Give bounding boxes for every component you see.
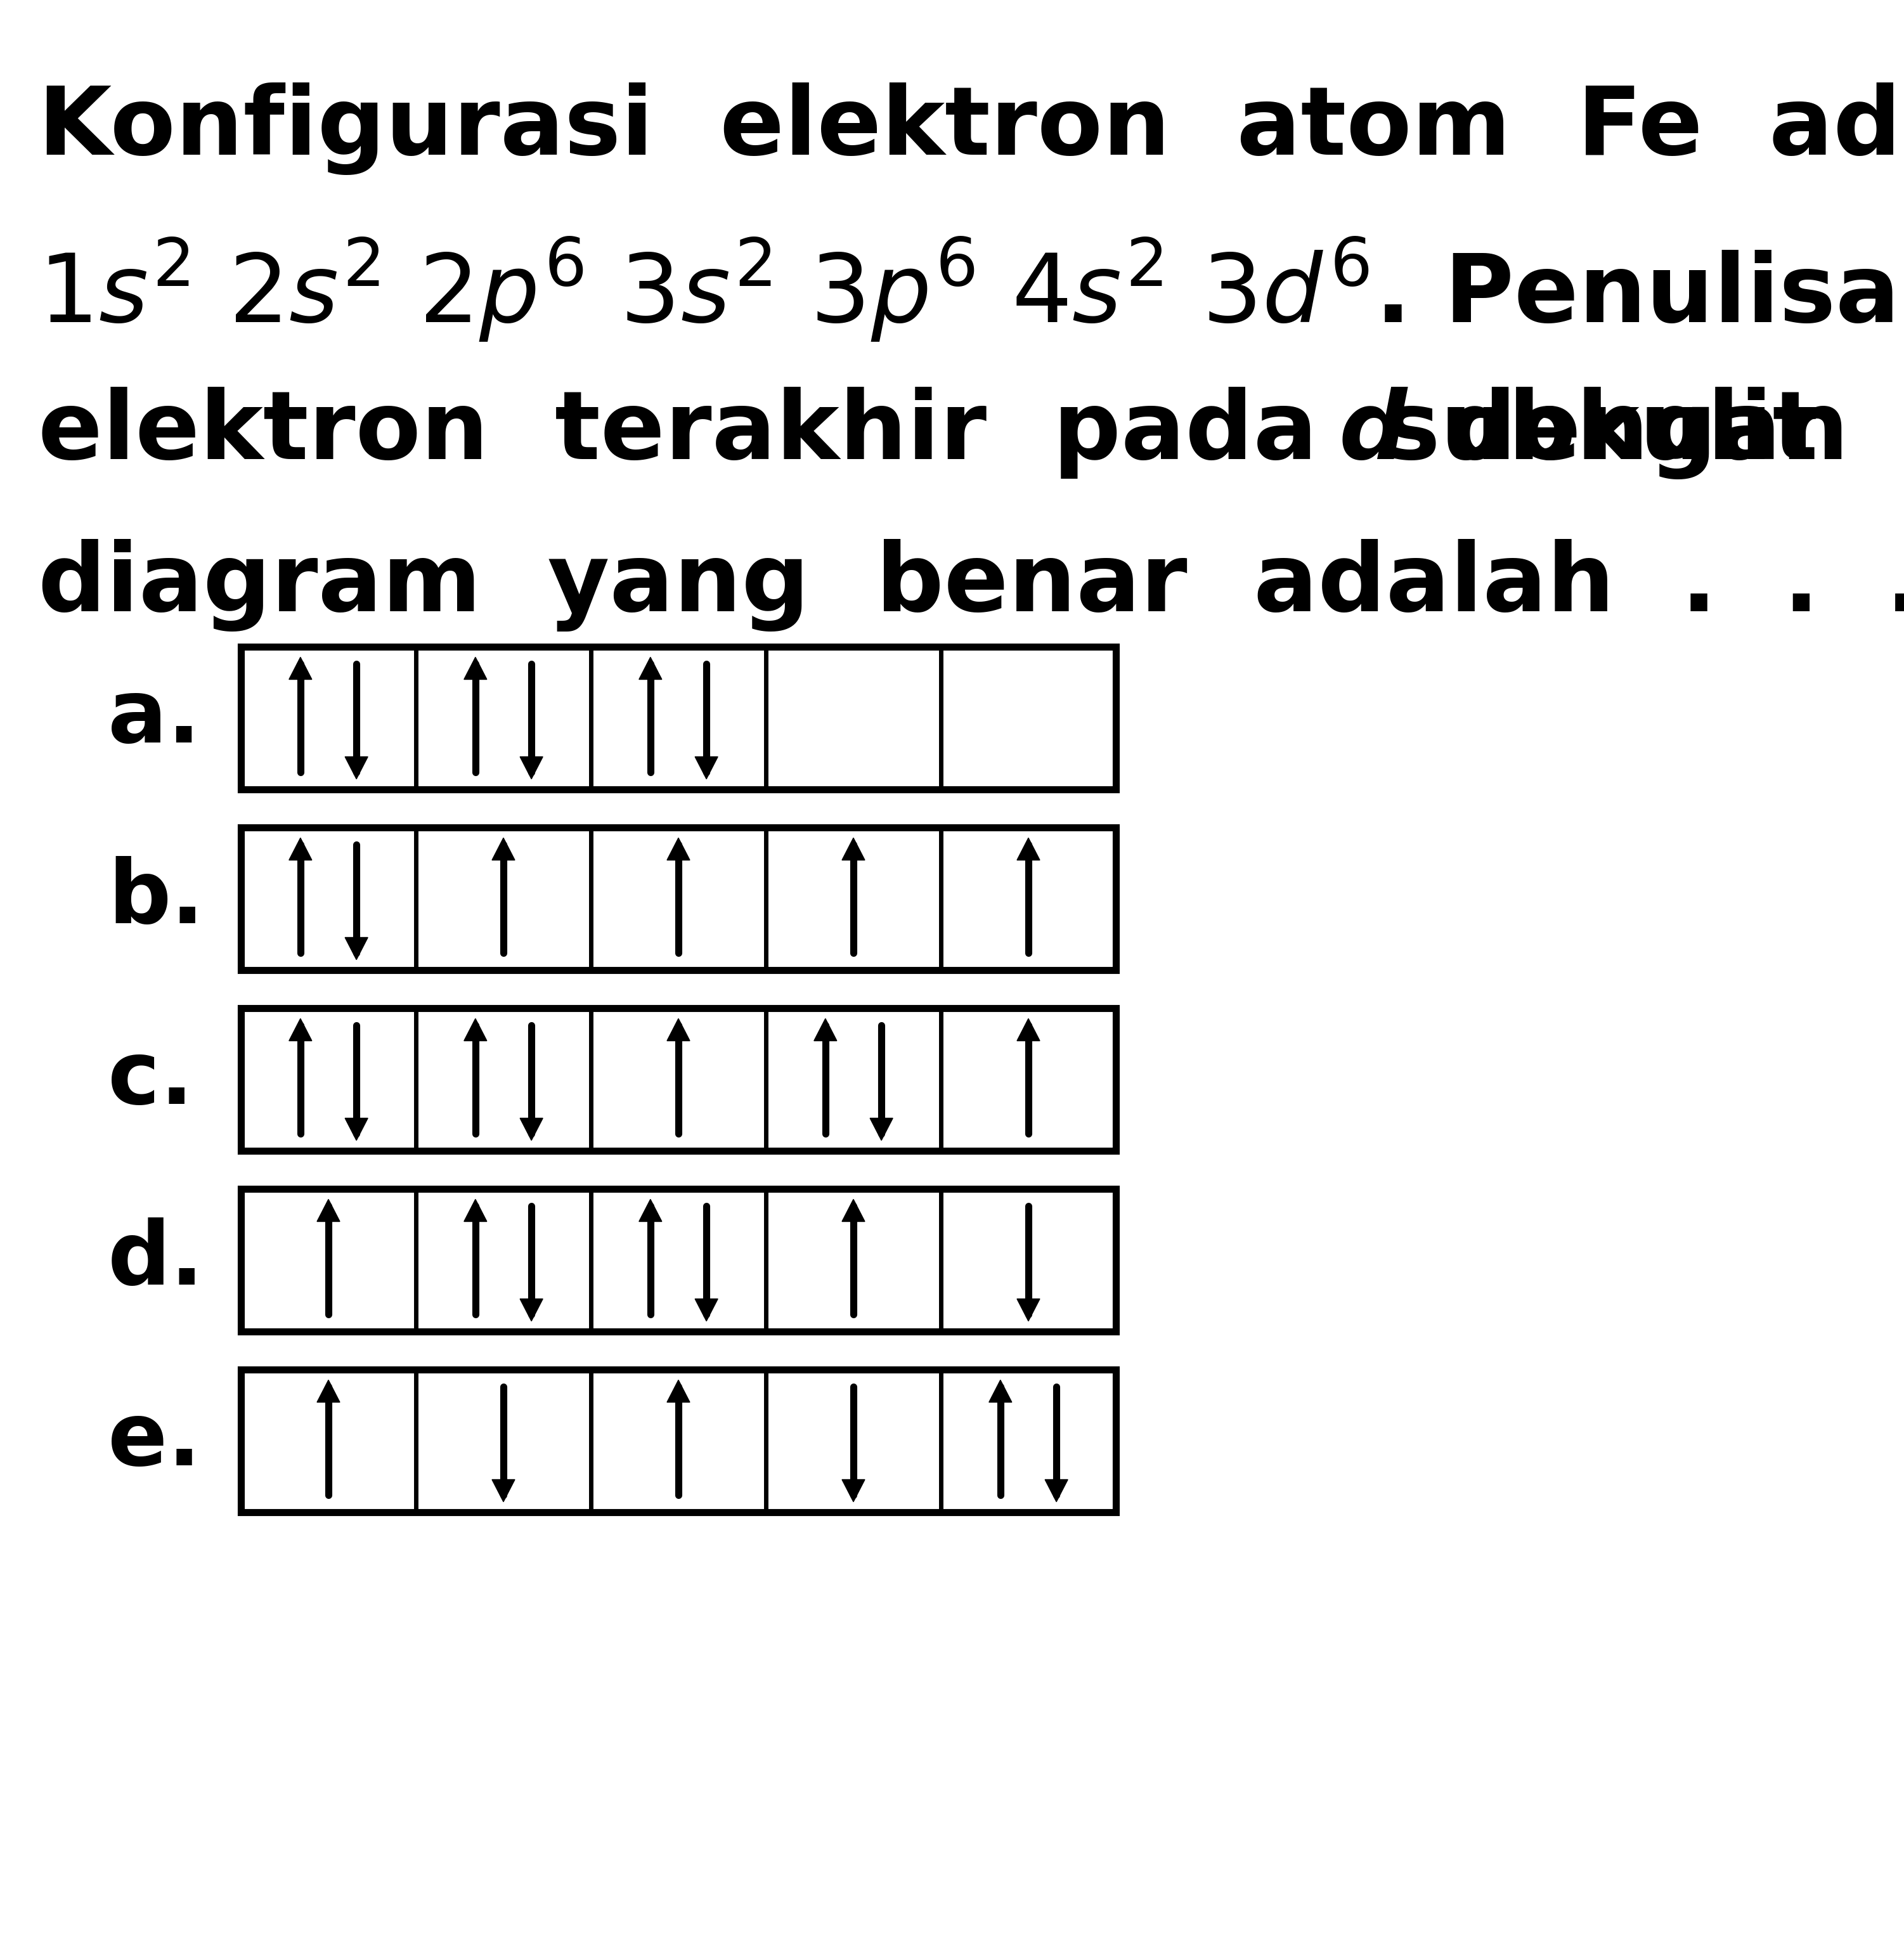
Bar [242, 1370, 1116, 1512]
Text: $1s^2\ 2s^2\ 2p^6\ 3s^2\ 3p^6\ 4s^2\ 3d^6$. Penulisan: $1s^2\ 2s^2\ 2p^6\ 3s^2\ 3p^6\ 4s^2\ 3d^… [38, 234, 1904, 343]
Text: b.: b. [109, 856, 204, 942]
Polygon shape [1017, 837, 1040, 860]
Polygon shape [345, 1118, 367, 1139]
Text: dengan: dengan [1382, 386, 1849, 480]
Polygon shape [465, 657, 487, 679]
Polygon shape [465, 1018, 487, 1040]
Polygon shape [666, 1018, 689, 1040]
Polygon shape [520, 757, 543, 778]
Polygon shape [520, 1299, 543, 1321]
Polygon shape [1017, 1299, 1040, 1321]
Bar [242, 1188, 1116, 1331]
Polygon shape [1045, 1479, 1068, 1502]
Polygon shape [842, 1200, 864, 1221]
Bar [242, 1009, 1116, 1151]
Polygon shape [842, 1479, 864, 1502]
Polygon shape [491, 1479, 514, 1502]
Polygon shape [491, 837, 514, 860]
Polygon shape [289, 837, 312, 860]
Polygon shape [289, 657, 312, 679]
Polygon shape [666, 1379, 689, 1403]
Polygon shape [695, 757, 718, 778]
Text: d.: d. [109, 1217, 204, 1303]
Polygon shape [1017, 1018, 1040, 1040]
Polygon shape [695, 1299, 718, 1321]
Polygon shape [520, 1118, 543, 1139]
Polygon shape [815, 1018, 838, 1040]
Polygon shape [988, 1379, 1011, 1403]
Text: elektron  terakhir  pada  subkulit: elektron terakhir pada subkulit [38, 386, 1885, 478]
Polygon shape [640, 657, 663, 679]
Polygon shape [345, 938, 367, 960]
Bar [242, 827, 1116, 970]
Polygon shape [640, 1200, 663, 1221]
Text: diagram  yang  benar  adalah  .  .  .  .: diagram yang benar adalah . . . . [38, 538, 1904, 632]
Polygon shape [289, 1018, 312, 1040]
Polygon shape [465, 1200, 487, 1221]
Text: Konfigurasi  elektron  atom  Fe  adalah: Konfigurasi elektron atom Fe adalah [38, 82, 1904, 176]
Text: a.: a. [109, 675, 200, 761]
Bar [242, 646, 1116, 790]
Polygon shape [666, 837, 689, 860]
Polygon shape [318, 1200, 339, 1221]
Polygon shape [842, 837, 864, 860]
Text: c.: c. [109, 1036, 194, 1122]
Polygon shape [345, 757, 367, 778]
Text: d: d [1339, 386, 1407, 478]
Text: e.: e. [109, 1399, 202, 1483]
Polygon shape [318, 1379, 339, 1403]
Polygon shape [870, 1118, 893, 1139]
